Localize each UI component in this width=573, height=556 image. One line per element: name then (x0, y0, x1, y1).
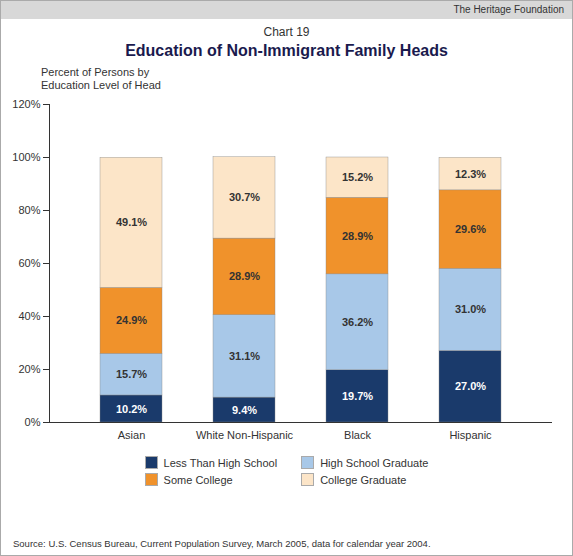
svg-text:36.2%: 36.2% (342, 316, 373, 328)
svg-text:15.7%: 15.7% (116, 368, 147, 380)
svg-text:24.9%: 24.9% (116, 314, 147, 326)
svg-text:12.3%: 12.3% (455, 168, 486, 180)
svg-text:19.7%: 19.7% (342, 390, 373, 402)
html-text:Source: U.S. Census Bureau, Cu: Source: U.S. Census Bureau, Current Popu… (13, 538, 431, 549)
svg-text:Hispanic: Hispanic (449, 429, 492, 441)
svg-text:80%: 80% (18, 204, 40, 216)
svg-text:40%: 40% (18, 310, 40, 322)
html-text:The Heritage Foundation: The Heritage Foundation (453, 4, 564, 15)
svg-text:31.0%: 31.0% (455, 303, 486, 315)
svg-text:20%: 20% (18, 363, 40, 375)
svg-text:29.6%: 29.6% (455, 223, 486, 235)
html-text:Some College: Some College (163, 473, 233, 486)
svg-text:28.9%: 28.9% (229, 270, 260, 282)
svg-text:100%: 100% (12, 151, 40, 163)
svg-text:27.0%: 27.0% (455, 380, 486, 392)
svg-text:Black: Black (344, 429, 371, 441)
svg-text:10.2%: 10.2% (116, 403, 147, 415)
svg-text:28.9%: 28.9% (342, 230, 373, 242)
svg-text:60%: 60% (18, 257, 40, 269)
html-text:High School Graduate: High School Graduate (320, 456, 429, 469)
html-text:Less Than High School: Less Than High School (163, 456, 278, 469)
html-text:Chart 19: Chart 19 (263, 25, 310, 39)
svg-text:30.7%: 30.7% (229, 191, 260, 203)
svg-text:49.1%: 49.1% (116, 216, 147, 228)
html-text:Percent of Persons by Educatio: Percent of Persons by Education Level of… (41, 66, 161, 91)
html-text:College Graduate: College Graduate (320, 473, 407, 486)
html-text:Education of Non-Immigrant Fam: Education of Non-Immigrant Family Heads (125, 42, 448, 59)
svg-text:9.4%: 9.4% (232, 404, 257, 416)
svg-text:31.1%: 31.1% (229, 350, 260, 362)
svg-text:Asian: Asian (118, 429, 146, 441)
svg-text:120%: 120% (12, 98, 40, 110)
svg-text:White Non-Hispanic: White Non-Hispanic (196, 429, 294, 441)
svg-text:0%: 0% (25, 416, 41, 428)
svg-text:15.2%: 15.2% (342, 171, 373, 183)
